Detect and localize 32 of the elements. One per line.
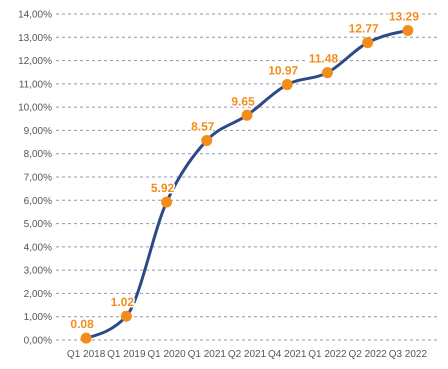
y-tick-label: 0,00% [24, 336, 52, 346]
data-label: 8.57 [191, 119, 215, 134]
data-label: 1.02 [110, 295, 134, 310]
y-tick-label: 8,00% [24, 149, 52, 160]
y-tick-label: 7,00% [24, 172, 52, 184]
data-label: 12.77 [348, 22, 380, 36]
y-tick-label: 10,00% [18, 102, 52, 114]
x-tick-label: Q3 2022 [388, 349, 428, 360]
y-tick-label: 6,00% [24, 196, 52, 207]
y-tick-label: 13,00% [18, 32, 52, 44]
y-tick-label: 9,00% [24, 126, 52, 137]
y-tick-label: 3,00% [24, 266, 52, 277]
y-tick-label: 4,00% [24, 242, 52, 254]
y-tick-label: 12,00% [18, 56, 52, 68]
data-label: 9.65 [231, 94, 255, 108]
x-tick-label: Q1 2018 [66, 349, 106, 360]
x-tick-label: Q1 2021 [188, 349, 226, 360]
y-tick-label: 5,00% [24, 219, 52, 230]
x-tick-label: Q1 2020 [147, 349, 186, 360]
x-tick-label: Q4 2021 [268, 349, 307, 360]
y-tick-label: 14,00% [18, 10, 52, 20]
x-tick-label: Q1 2019 [107, 349, 146, 360]
data-label: 0.08 [70, 317, 94, 332]
data-label: 13.29 [388, 10, 420, 24]
x-tick-label: Q1 2022 [308, 349, 348, 360]
data-label: 10.97 [268, 64, 299, 78]
x-tick-label: Q2 2021 [228, 349, 267, 360]
y-tick-label: 11,00% [18, 79, 52, 90]
data-label: 11.48 [308, 52, 338, 66]
y-tick-label: 1,00% [24, 312, 52, 324]
y-tick-label: 2,00% [24, 288, 52, 300]
x-tick-label: Q2 2022 [348, 349, 388, 360]
